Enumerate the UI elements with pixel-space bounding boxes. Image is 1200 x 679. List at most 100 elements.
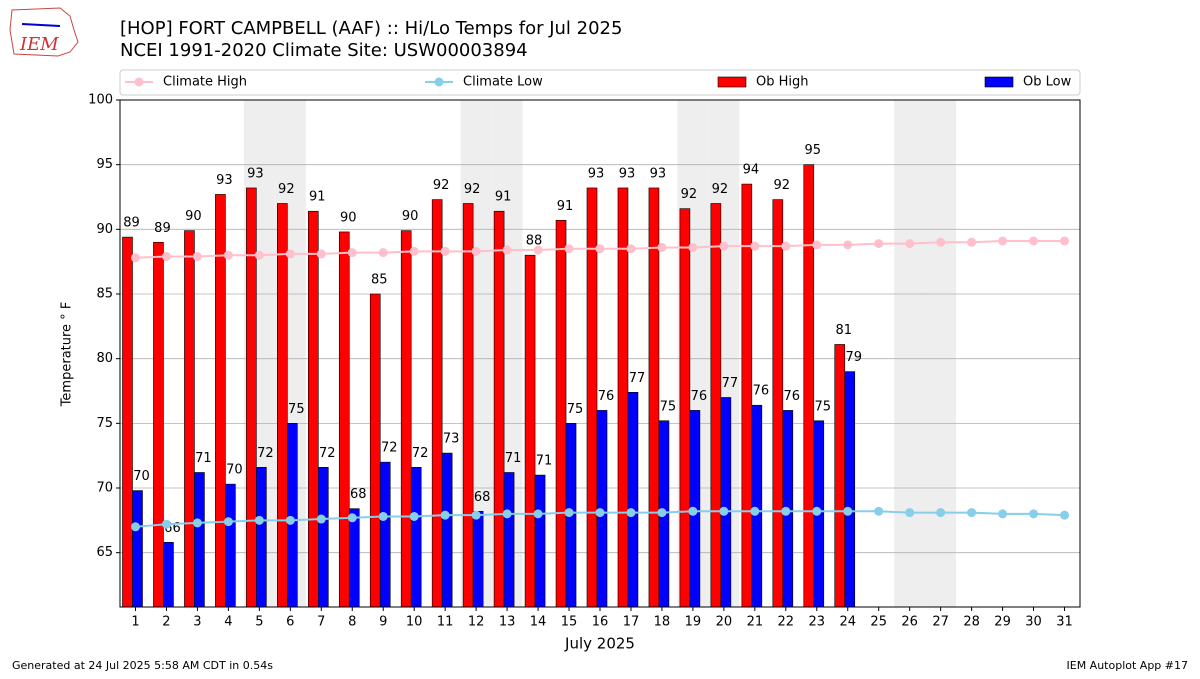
data-label: 76 — [753, 384, 770, 399]
data-label: 68 — [350, 487, 367, 502]
x-tick-label: 12 — [468, 615, 485, 630]
y-tick-label: 100 — [88, 93, 113, 108]
data-label: 75 — [660, 399, 677, 414]
point — [1029, 509, 1039, 519]
point — [812, 240, 822, 250]
logo: IEM — [9, 7, 79, 57]
bar — [679, 208, 691, 608]
point — [1060, 236, 1070, 246]
x-tick-label: 17 — [623, 615, 640, 630]
data-label: 92 — [774, 178, 791, 193]
point — [905, 239, 915, 249]
bar — [534, 474, 546, 608]
legend-marker — [134, 77, 144, 87]
point — [378, 511, 388, 521]
point — [223, 250, 233, 260]
point — [874, 506, 884, 516]
bar — [379, 461, 391, 608]
x-tick-label: 6 — [286, 615, 294, 630]
bar — [741, 183, 753, 608]
bar — [400, 230, 412, 608]
x-tick-label: 4 — [224, 615, 232, 630]
point — [316, 514, 326, 524]
data-label: 93 — [588, 166, 605, 181]
bar — [462, 203, 474, 608]
y-tick-label: 80 — [96, 351, 113, 366]
data-label: 92 — [681, 187, 698, 202]
legend-label: Climate Low — [463, 75, 543, 90]
bar — [307, 210, 319, 608]
y-tick-label: 90 — [96, 222, 113, 237]
x-tick-label: 11 — [437, 615, 454, 630]
legend-box — [119, 69, 1081, 96]
x-tick-label: 16 — [592, 615, 609, 630]
x-tick-label: 9 — [379, 615, 387, 630]
bar — [122, 236, 133, 608]
x-tick-label: 21 — [747, 615, 764, 630]
x-tick-label: 27 — [932, 615, 949, 630]
data-label: 75 — [567, 402, 584, 417]
bar — [648, 187, 660, 608]
point — [750, 241, 760, 251]
bar — [472, 510, 484, 608]
bar — [751, 404, 763, 608]
bar — [163, 542, 174, 608]
data-label: 91 — [309, 190, 326, 205]
point — [595, 244, 605, 254]
bar — [493, 210, 505, 608]
legend-swatch — [717, 76, 747, 88]
point — [781, 506, 791, 516]
point — [440, 246, 450, 256]
point — [502, 245, 512, 255]
data-label: 75 — [815, 399, 832, 414]
bar — [524, 254, 536, 608]
bar — [246, 187, 257, 608]
x-tick-label: 22 — [778, 615, 795, 630]
point — [843, 506, 853, 516]
point — [347, 513, 357, 523]
point — [719, 241, 729, 251]
x-tick-label: 19 — [685, 615, 702, 630]
bar — [441, 452, 453, 608]
bar — [184, 230, 195, 608]
data-label: 90 — [340, 210, 357, 225]
point — [378, 248, 388, 258]
data-label: 77 — [722, 376, 739, 391]
legend-label: Climate High — [163, 75, 247, 90]
plot-frame — [119, 99, 1081, 608]
point — [936, 508, 946, 518]
point — [440, 510, 450, 520]
data-label: 71 — [505, 451, 522, 466]
x-tick-label: 8 — [348, 615, 356, 630]
data-label: 92 — [433, 178, 450, 193]
data-label: 93 — [216, 173, 233, 188]
bar — [287, 423, 298, 608]
bar — [555, 219, 567, 608]
data-label: 76 — [598, 389, 615, 404]
point — [192, 251, 202, 261]
data-label: 72 — [381, 441, 398, 456]
data-label: 73 — [443, 432, 460, 447]
bar — [225, 483, 236, 608]
point — [254, 515, 264, 525]
data-label: 76 — [784, 389, 801, 404]
data-label: 77 — [629, 371, 646, 386]
point — [998, 236, 1008, 246]
data-label: 93 — [247, 166, 264, 181]
bar — [369, 293, 381, 608]
point — [192, 518, 202, 528]
data-label: 79 — [845, 350, 862, 365]
data-label: 72 — [257, 446, 274, 461]
point — [564, 244, 574, 254]
point — [409, 246, 419, 256]
data-label: 94 — [743, 163, 760, 178]
x-tick-label: 20 — [716, 615, 733, 630]
bar — [720, 397, 732, 608]
x-tick-label: 29 — [994, 615, 1011, 630]
data-label: 70 — [226, 463, 243, 478]
chart-subtitle: NCEI 1991-2020 Climate Site: USW00003894 — [120, 40, 528, 61]
point — [750, 506, 760, 516]
x-axis-label: July 2025 — [564, 635, 635, 653]
point — [1029, 236, 1039, 246]
